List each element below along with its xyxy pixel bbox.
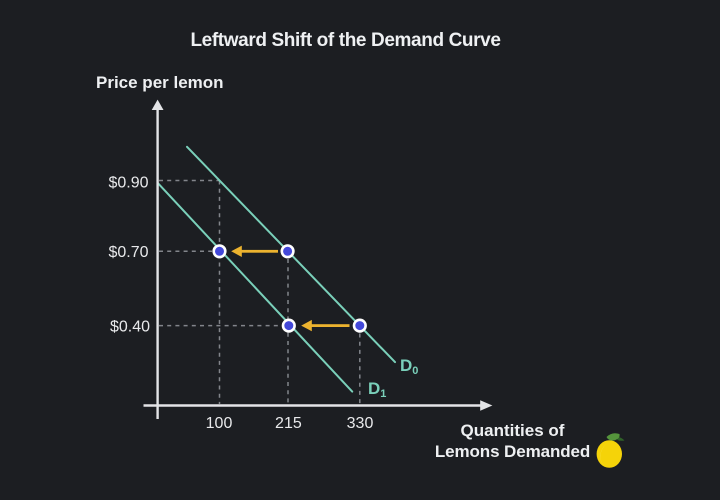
svg-text:Leftward Shift of the Demand C: Leftward Shift of the Demand Curve <box>190 30 500 51</box>
svg-text:Lemons Demanded: Lemons Demanded <box>435 442 590 461</box>
svg-text:Price per lemon: Price per lemon <box>96 73 224 92</box>
svg-text:$0.90: $0.90 <box>108 174 148 191</box>
svg-text:100: 100 <box>206 415 233 432</box>
svg-text:$0.70: $0.70 <box>108 244 148 261</box>
svg-text:215: 215 <box>275 415 302 432</box>
svg-text:330: 330 <box>347 415 374 432</box>
svg-text:$0.40: $0.40 <box>110 319 150 336</box>
svg-text:Quantities of: Quantities of <box>461 421 565 440</box>
